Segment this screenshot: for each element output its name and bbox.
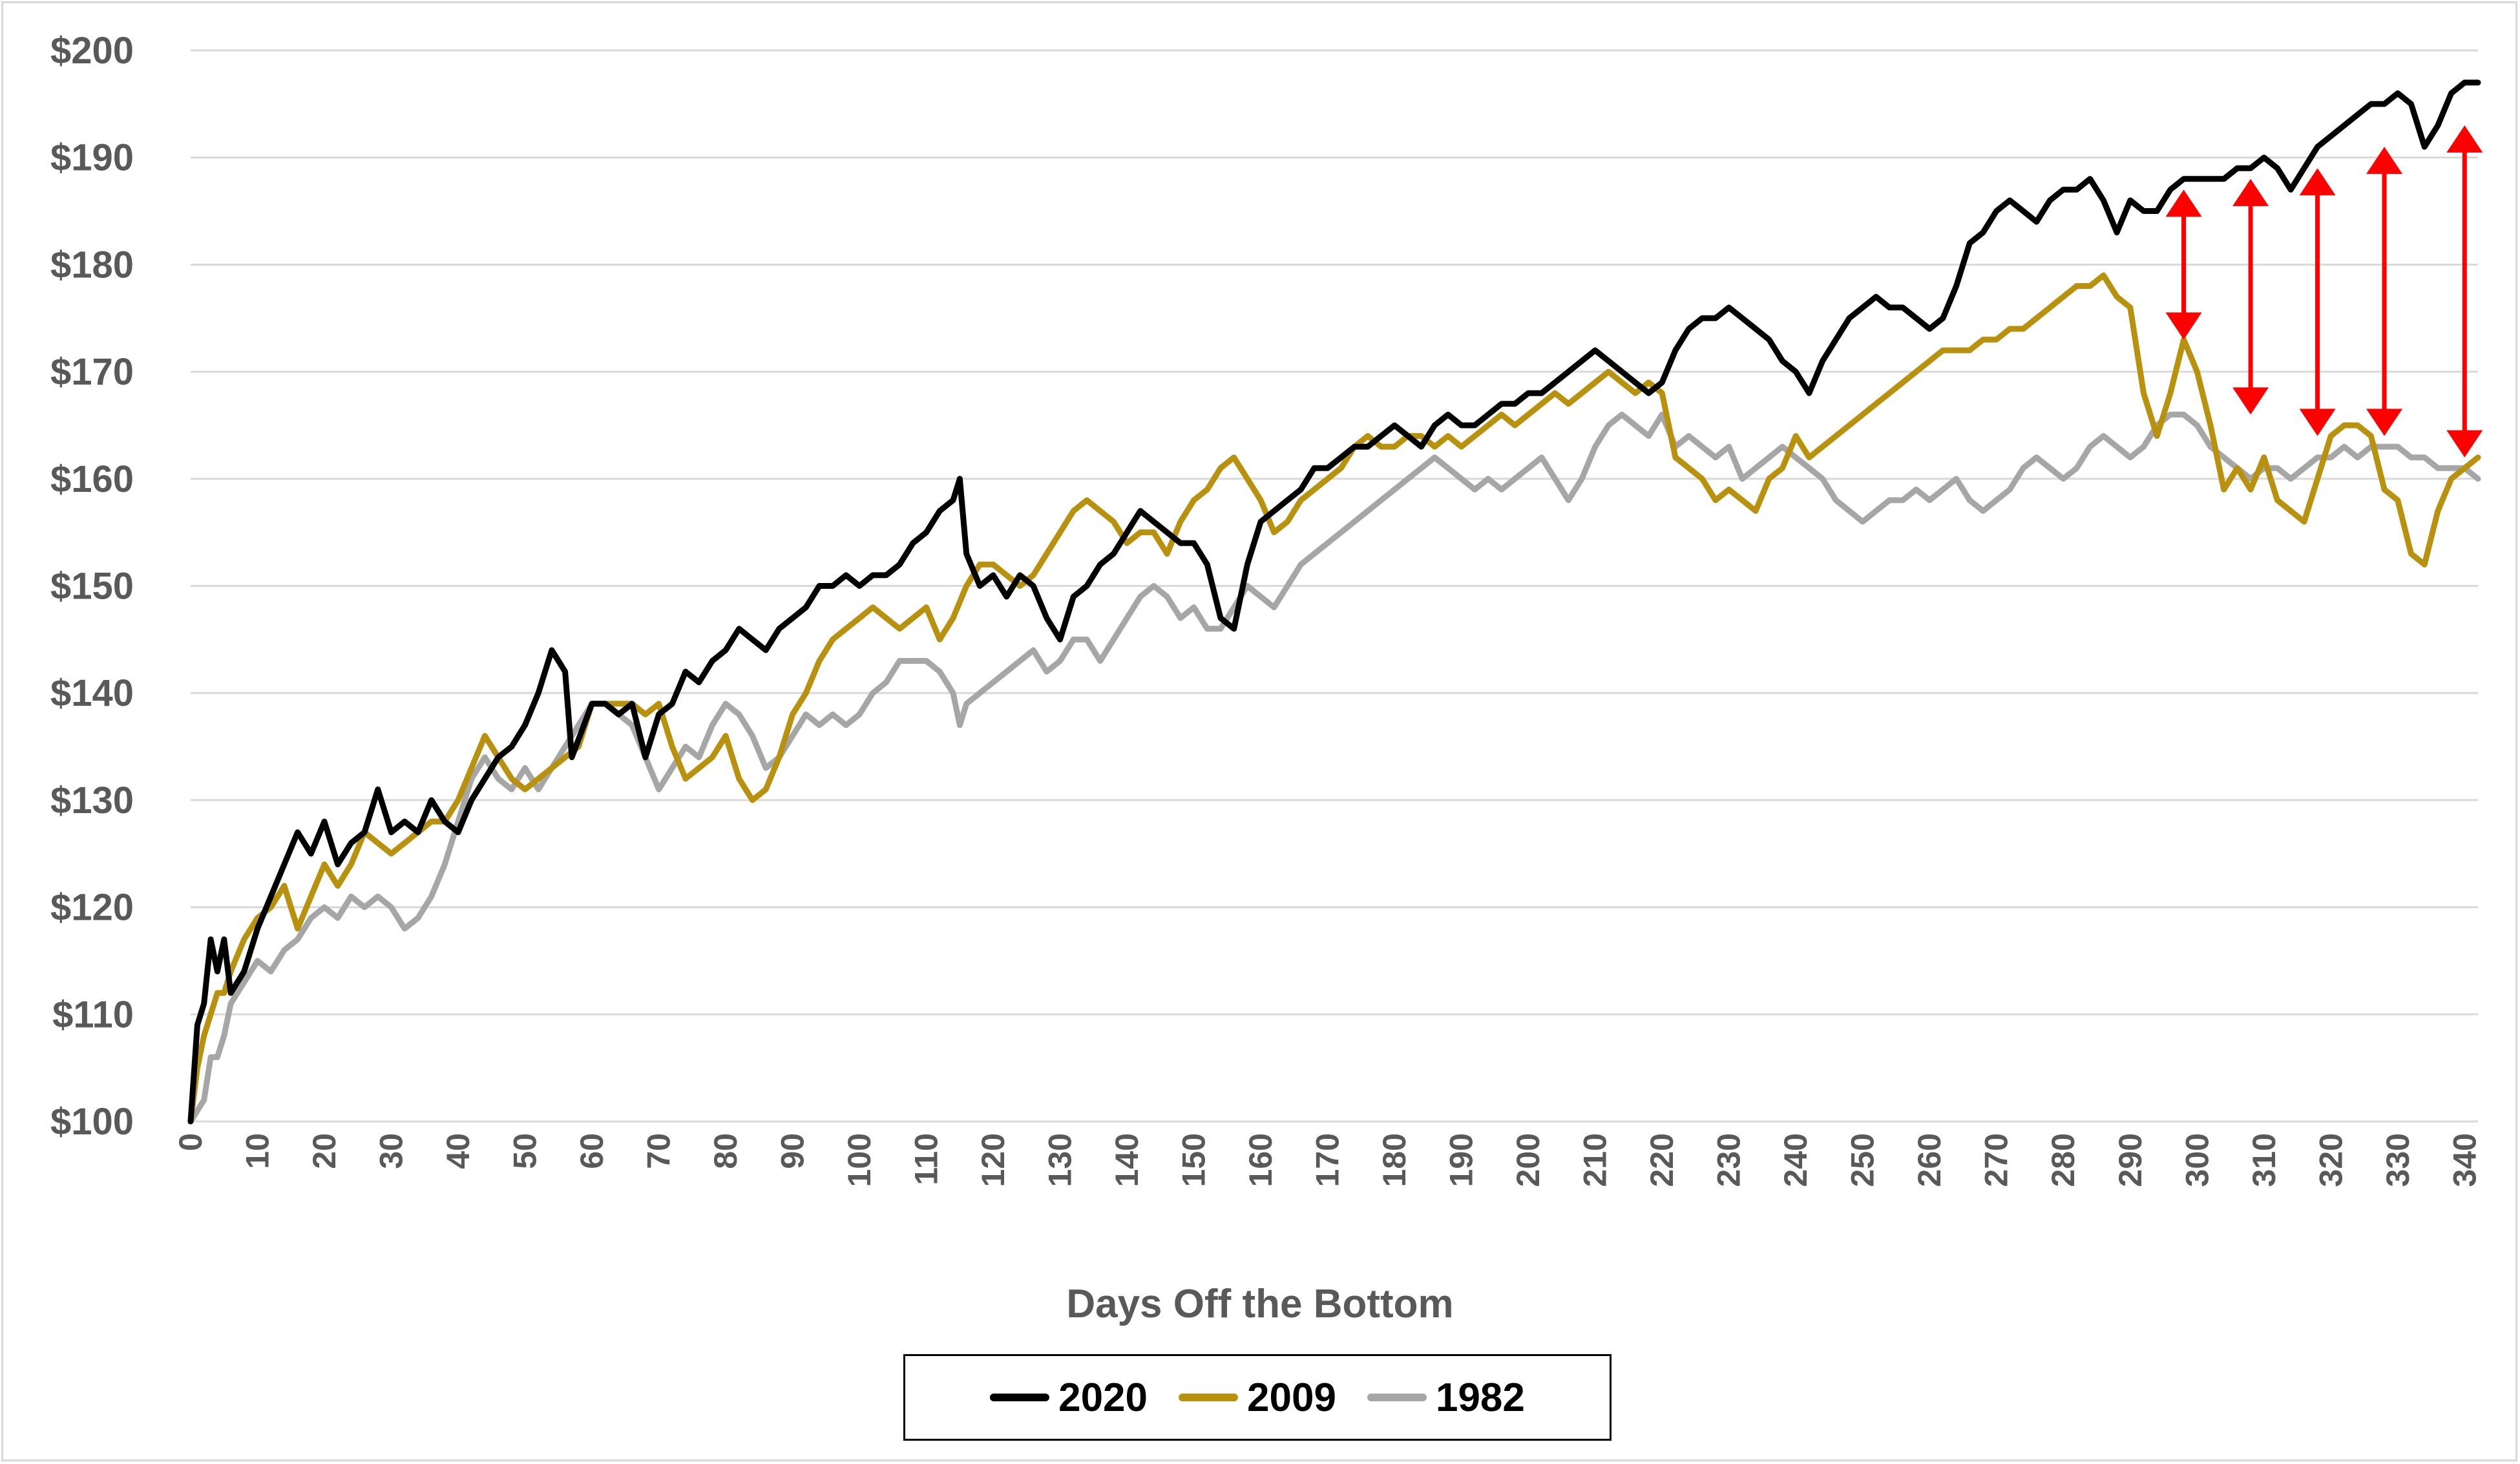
y-tick-label: $120 — [50, 887, 134, 929]
x-tick-label: 210 — [1577, 1133, 1613, 1187]
x-tick-label: 310 — [2246, 1133, 2282, 1187]
legend-label: 2020 — [1058, 1375, 1148, 1420]
y-tick-label: $130 — [50, 780, 134, 822]
gap-arrow — [2446, 125, 2483, 458]
x-tick-label: 230 — [1711, 1133, 1747, 1187]
x-tick-label: 130 — [1042, 1133, 1078, 1187]
x-tick-label: 50 — [507, 1133, 543, 1169]
x-tick-label: 320 — [2313, 1133, 2349, 1187]
legend-swatch — [1367, 1394, 1427, 1401]
x-tick-label: 250 — [1845, 1133, 1881, 1187]
series-line-2009 — [187, 272, 2481, 1125]
x-tick-label: 260 — [1911, 1133, 1948, 1187]
x-tick-label: 180 — [1376, 1133, 1412, 1187]
x-tick-label: 340 — [2446, 1133, 2483, 1187]
x-tick-label: 40 — [440, 1133, 476, 1169]
x-tick-label: 220 — [1644, 1133, 1680, 1187]
x-axis-title: Days Off the Bottom — [1066, 1282, 1454, 1326]
y-tick-label: $140 — [50, 672, 134, 714]
x-tick-label: 190 — [1444, 1133, 1480, 1187]
y-tick-label: $200 — [50, 30, 134, 72]
gap-arrows — [2165, 125, 2483, 458]
x-tick-label: 280 — [2045, 1133, 2081, 1187]
x-tick-label: 150 — [1176, 1133, 1212, 1187]
x-tick-label: 20 — [306, 1133, 342, 1169]
y-axis-ticks: $100 $110 $120 $130 $140 $150 $160 $170 $180 $190… — [50, 30, 134, 1143]
x-tick-label: 0 — [173, 1133, 209, 1151]
x-tick-label: 300 — [2179, 1133, 2215, 1187]
legend-item-2009: 2009 — [1179, 1375, 1336, 1421]
x-tick-label: 60 — [574, 1133, 610, 1169]
y-tick-label: $160 — [50, 458, 134, 500]
x-tick-label: 290 — [2112, 1133, 2148, 1187]
gap-arrow — [2232, 178, 2269, 415]
x-tick-label: 120 — [975, 1133, 1011, 1187]
x-tick-label: 200 — [1510, 1133, 1546, 1187]
series-lines — [187, 80, 2481, 1125]
y-tick-label: $180 — [50, 244, 134, 286]
x-tick-label: 170 — [1310, 1133, 1346, 1187]
legend-label: 2009 — [1247, 1375, 1336, 1420]
x-tick-label: 160 — [1243, 1133, 1279, 1187]
x-tick-label: 240 — [1778, 1133, 1814, 1187]
y-tick-label: $100 — [50, 1101, 134, 1143]
y-tick-label: $190 — [50, 137, 134, 179]
x-axis-ticks: 0 10 20 30 40 50 60 70 80 90 100 110 120 130 140 150 160… — [173, 1133, 2483, 1187]
y-tick-label: $170 — [50, 351, 134, 393]
gap-arrow — [2165, 189, 2202, 340]
legend-label: 1982 — [1435, 1375, 1525, 1420]
x-tick-label: 140 — [1109, 1133, 1145, 1187]
x-tick-label: 80 — [708, 1133, 744, 1169]
x-tick-label: 100 — [841, 1133, 877, 1187]
x-tick-label: 70 — [641, 1133, 677, 1169]
legend: 2020 2009 1982 — [903, 1354, 1612, 1441]
series-line-2020 — [187, 80, 2481, 1125]
legend-item-2020: 2020 — [990, 1375, 1148, 1421]
y-tick-label: $110 — [52, 993, 134, 1035]
legend-swatch — [990, 1394, 1050, 1401]
series-line-1982 — [187, 411, 2481, 1125]
gap-arrow — [2366, 147, 2403, 436]
x-tick-label: 110 — [908, 1133, 945, 1185]
legend-item-1982: 1982 — [1367, 1375, 1525, 1421]
gap-arrow — [2299, 168, 2336, 436]
y-tick-label: $150 — [50, 566, 134, 608]
legend-swatch — [1179, 1394, 1239, 1401]
gridlines — [191, 49, 2478, 1123]
x-tick-label: 30 — [373, 1133, 410, 1169]
x-tick-label: 10 — [240, 1133, 276, 1169]
x-tick-label: 330 — [2380, 1133, 2416, 1187]
x-tick-label: 270 — [1979, 1133, 2015, 1187]
x-tick-label: 90 — [775, 1133, 811, 1169]
